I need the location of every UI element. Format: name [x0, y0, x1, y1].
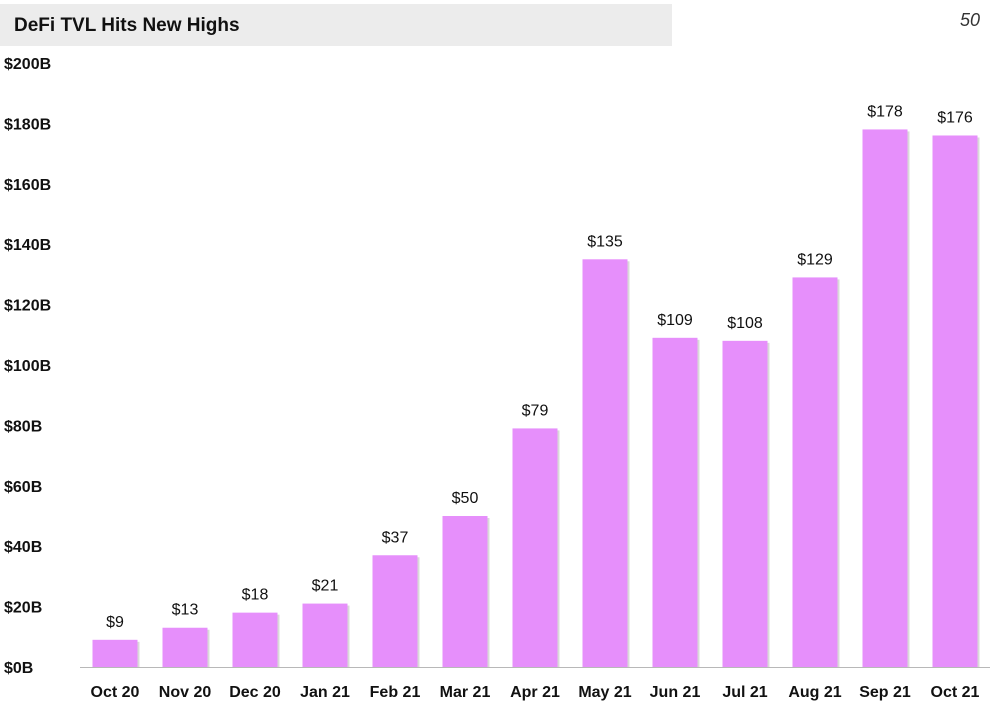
bar-value-label: $13	[172, 602, 199, 619]
y-tick-label: $0B	[4, 660, 33, 677]
y-tick-label: $200B	[4, 56, 51, 73]
bar	[162, 627, 208, 667]
y-tick-label: $20B	[4, 600, 42, 617]
chart-title: DeFi TVL Hits New Highs	[14, 15, 240, 36]
bar-value-label: $18	[242, 587, 269, 604]
bar	[372, 555, 418, 667]
bar-value-label: $178	[867, 103, 903, 120]
x-axis: Oct 20 Nov 20 Dec 20 Jan 21 Feb 21 Mar 21 Apr …	[80, 667, 990, 701]
chart-title-bar: DeFi TVL Hits New Highs	[0, 4, 672, 46]
bar	[932, 135, 978, 668]
x-category-label: Mar 21	[440, 684, 491, 701]
bar	[232, 612, 278, 667]
bar-value-label: $176	[937, 109, 973, 126]
y-tick-label: $140B	[4, 237, 51, 254]
bar-value-label: $50	[452, 490, 479, 507]
bar	[302, 603, 348, 667]
bars-group: $9 $13 $18 $21 $37 $50 $79 $135 $109 $108 $129 $178…	[92, 103, 980, 668]
x-category-label: Jul 21	[722, 684, 767, 701]
bar-value-label: $9	[106, 614, 124, 631]
y-tick-label: $100B	[4, 358, 51, 375]
bar	[722, 340, 768, 667]
y-axis: $0B $20B $40B $60B $80B $100B $120B $140B $160B $…	[4, 56, 51, 677]
x-category-label: Jan 21	[300, 684, 350, 701]
y-tick-label: $120B	[4, 298, 51, 315]
bar-value-label: $108	[727, 315, 763, 332]
bar	[92, 639, 138, 667]
x-category-label: May 21	[578, 684, 631, 701]
bar	[862, 129, 908, 667]
y-tick-label: $180B	[4, 116, 51, 133]
bar	[582, 259, 628, 667]
bar	[652, 337, 698, 667]
y-tick-label: $160B	[4, 177, 51, 194]
x-category-label: Dec 20	[229, 684, 281, 701]
bar-value-label: $109	[657, 312, 693, 329]
page-number: 50	[959, 10, 980, 30]
x-category-label: Feb 21	[370, 684, 421, 701]
x-category-label: Oct 20	[91, 684, 140, 701]
bar	[792, 277, 838, 667]
x-category-label: Oct 21	[931, 684, 980, 701]
bar-value-label: $37	[382, 529, 409, 546]
x-category-label: Aug 21	[788, 684, 841, 701]
bar	[442, 516, 488, 667]
bar-value-label: $21	[312, 578, 339, 595]
x-category-label: Apr 21	[510, 684, 560, 701]
x-category-label: Sep 21	[859, 684, 911, 701]
bar	[512, 428, 558, 667]
bar-value-label: $135	[587, 233, 623, 250]
y-tick-label: $80B	[4, 418, 42, 435]
bar-value-label: $129	[797, 251, 833, 268]
x-category-label: Nov 20	[159, 684, 212, 701]
x-category-label: Jun 21	[650, 684, 701, 701]
bar-value-label: $79	[522, 402, 549, 419]
y-tick-label: $60B	[4, 479, 42, 496]
y-tick-label: $40B	[4, 539, 42, 556]
